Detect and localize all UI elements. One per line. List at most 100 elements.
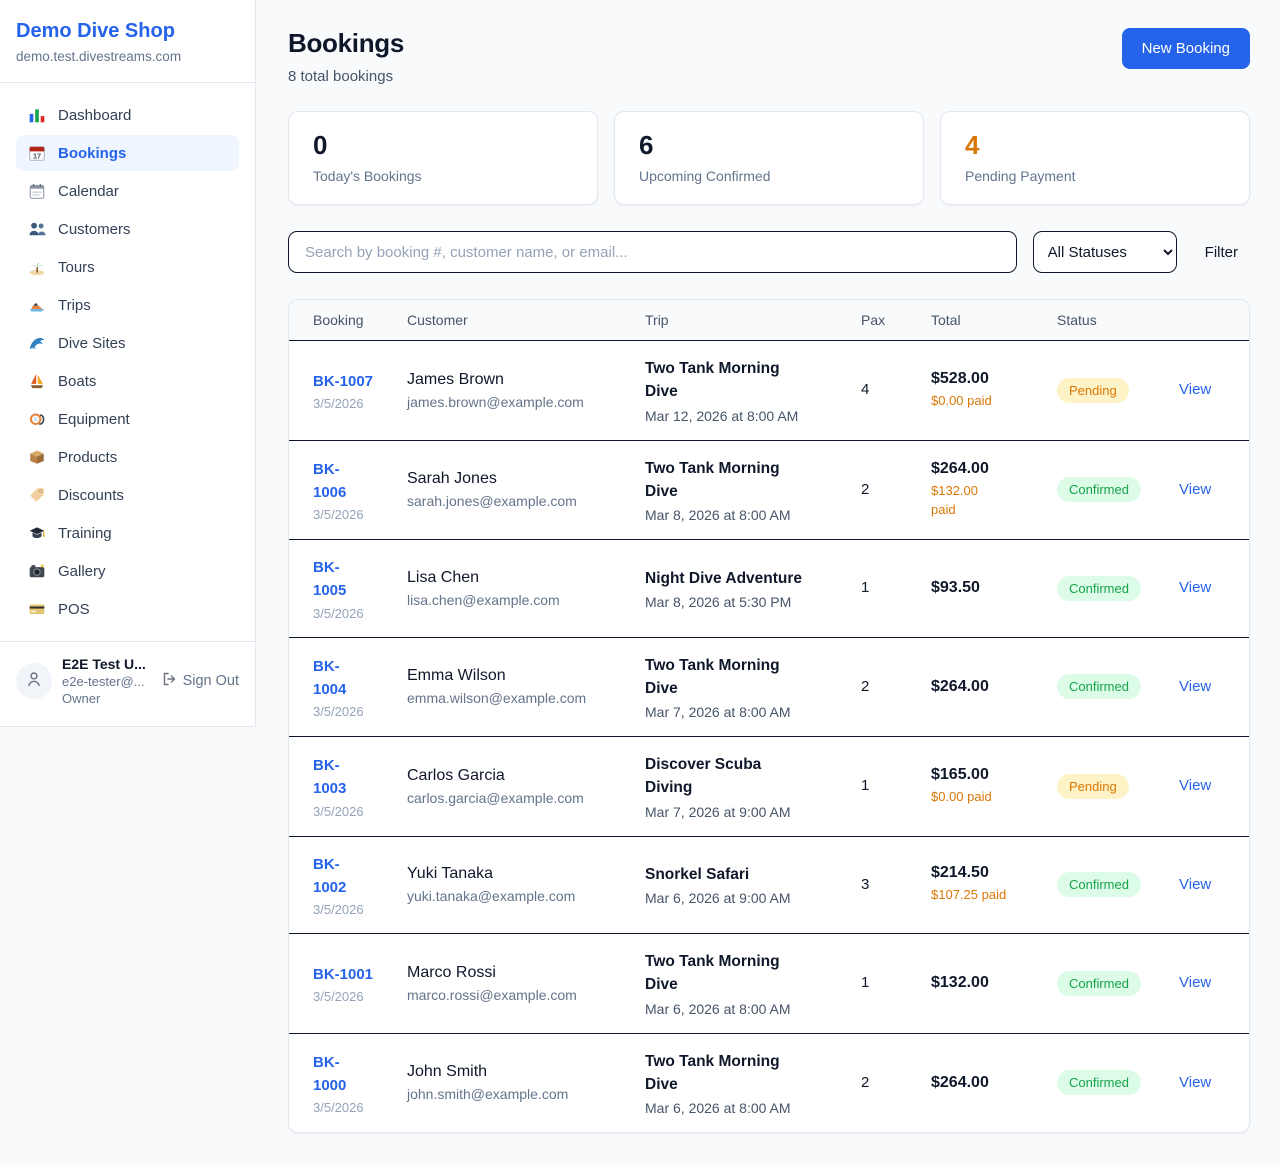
booking-id-link[interactable]: BK- 1000 xyxy=(313,1053,347,1094)
view-link[interactable]: View xyxy=(1179,875,1212,893)
sign-out-label: Sign Out xyxy=(182,673,239,689)
total-amount: $93.50 xyxy=(931,579,980,597)
stat-card-upcoming-confirmed: 6 Upcoming Confirmed xyxy=(614,111,924,205)
customer-name: James Brown xyxy=(407,370,504,388)
stat-value: 4 xyxy=(965,130,980,160)
view-link[interactable]: View xyxy=(1179,677,1212,695)
sidebar-item-label: Products xyxy=(58,448,118,466)
new-booking-button[interactable]: New Booking xyxy=(1121,28,1250,69)
booking-id-link[interactable]: BK- 1006 xyxy=(313,460,347,501)
sidebar-item-pos[interactable]: POS xyxy=(16,591,239,627)
sidebar-item-label: Gallery xyxy=(58,562,106,580)
gallery-camera-icon xyxy=(28,562,46,580)
customer-email: emma.wilson@example.com xyxy=(407,690,587,707)
discounts-tag-icon xyxy=(28,486,46,504)
trips-boat-icon xyxy=(28,296,46,314)
trip-date: Mar 8, 2026 at 5:30 PM xyxy=(645,593,792,610)
customer-name: John Smith xyxy=(407,1063,488,1081)
sign-out-button[interactable]: Sign Out xyxy=(161,671,239,691)
bookings-table-card: Booking Customer Trip Pax Total Status B… xyxy=(288,299,1250,1133)
sidebar-item-label: Calendar xyxy=(58,182,119,200)
trip-name: Two Tank Morning Dive xyxy=(645,953,780,994)
boats-sailboat-icon xyxy=(28,372,46,390)
bookings-table: Booking Customer Trip Pax Total Status B… xyxy=(289,300,1249,1132)
user-icon xyxy=(25,670,43,693)
pax-count: 2 xyxy=(861,677,870,695)
booking-id-link[interactable]: BK- 1003 xyxy=(313,757,347,798)
customer-email: john.smith@example.com xyxy=(407,1086,569,1103)
view-link[interactable]: View xyxy=(1179,974,1212,992)
total-amount: $264.00 xyxy=(931,1073,989,1091)
table-row: BK- 1003 3/5/2026 Carlos Garcia carlos.g… xyxy=(289,736,1249,837)
sidebar-item-label: Trips xyxy=(58,296,91,314)
sidebar-item-products[interactable]: Products xyxy=(16,439,239,475)
products-box-icon xyxy=(28,448,46,466)
sidebar-item-gallery[interactable]: Gallery xyxy=(16,553,239,589)
sidebar-item-bookings[interactable]: 17 Bookings xyxy=(16,135,239,171)
column-header-customer: Customer xyxy=(407,300,645,341)
status-badge: Pending xyxy=(1057,773,1129,799)
table-row: BK- 1002 3/5/2026 Yuki Tanaka yuki.tanak… xyxy=(289,836,1249,934)
sidebar-item-equipment[interactable]: Equipment xyxy=(16,401,239,437)
page-title: Bookings xyxy=(288,28,405,58)
customer-email: yuki.tanaka@example.com xyxy=(407,888,576,905)
paid-amount: $0.00 paid xyxy=(931,788,992,804)
total-amount: $264.00 xyxy=(931,677,989,695)
view-link[interactable]: View xyxy=(1179,1073,1212,1091)
paid-amount: $0.00 paid xyxy=(931,392,992,408)
filter-button[interactable]: Filter xyxy=(1193,244,1250,261)
stat-value: 0 xyxy=(313,130,328,160)
sidebar-item-label: Training xyxy=(58,524,112,542)
sidebar-item-boats[interactable]: Boats xyxy=(16,363,239,399)
booking-date: 3/5/2026 xyxy=(313,988,364,1004)
sidebar-item-label: Customers xyxy=(58,220,131,238)
total-amount: $165.00 xyxy=(931,765,989,783)
table-row: BK- 1000 3/5/2026 John Smith john.smith@… xyxy=(289,1033,1249,1132)
user-section: E2E Test U... e2e-tester@... Owner Sign … xyxy=(0,641,255,726)
booking-id-link[interactable]: BK- 1002 xyxy=(313,855,347,896)
booking-id-link[interactable]: BK- 1005 xyxy=(313,559,347,600)
sidebar-item-customers[interactable]: Customers xyxy=(16,211,239,247)
equipment-mask-icon xyxy=(28,410,46,428)
status-badge: Confirmed xyxy=(1057,970,1141,996)
shop-domain: demo.test.divestreams.com xyxy=(16,49,182,64)
column-header-pax: Pax xyxy=(861,300,931,341)
sidebar-item-dashboard[interactable]: Dashboard xyxy=(16,97,239,133)
customer-name: Lisa Chen xyxy=(407,568,480,586)
trip-date: Mar 7, 2026 at 9:00 AM xyxy=(645,803,791,820)
booking-id-link[interactable]: BK-1007 xyxy=(313,372,374,390)
table-body: BK-1007 3/5/2026 James Brown james.brown… xyxy=(289,340,1249,1133)
sidebar-item-trips[interactable]: Trips xyxy=(16,287,239,323)
trip-date: Mar 8, 2026 at 8:00 AM xyxy=(645,507,791,523)
sidebar-item-calendar[interactable]: Calendar xyxy=(16,173,239,209)
view-link[interactable]: View xyxy=(1179,480,1212,498)
booking-id-link[interactable]: BK- 1004 xyxy=(313,657,347,698)
table-row: BK-1007 3/5/2026 James Brown james.brown… xyxy=(289,340,1249,441)
pax-count: 1 xyxy=(861,777,870,795)
trip-name: Night Dive Adventure xyxy=(645,569,803,587)
trip-name: Two Tank Morning Dive xyxy=(645,360,780,401)
booking-id-link[interactable]: BK-1001 xyxy=(313,965,374,983)
customer-name: Carlos Garcia xyxy=(407,766,505,784)
sidebar-item-training[interactable]: Training xyxy=(16,515,239,551)
search-input[interactable] xyxy=(288,231,1017,273)
column-header-actions xyxy=(1179,300,1249,341)
status-filter-select[interactable]: All Statuses xyxy=(1032,231,1177,273)
total-amount: $264.00 xyxy=(931,459,989,477)
customers-icon xyxy=(28,220,46,238)
sidebar-item-discounts[interactable]: Discounts xyxy=(16,477,239,513)
filters-row: All Statuses Filter xyxy=(288,231,1250,273)
sidebar-nav: Dashboard 17 Bookings Calendar Customers… xyxy=(0,83,255,633)
avatar xyxy=(16,663,52,699)
sidebar-item-tours[interactable]: Tours xyxy=(16,249,239,285)
pos-card-icon xyxy=(28,600,46,618)
view-link[interactable]: View xyxy=(1179,777,1212,795)
sidebar-item-label: Dashboard xyxy=(58,106,132,124)
sidebar-item-dive-sites[interactable]: Dive Sites xyxy=(16,325,239,361)
user-email: e2e-tester@... xyxy=(62,674,145,689)
pax-count: 4 xyxy=(861,381,870,399)
view-link[interactable]: View xyxy=(1179,579,1212,597)
sidebar-item-label: Boats xyxy=(58,372,97,390)
view-link[interactable]: View xyxy=(1179,381,1212,399)
